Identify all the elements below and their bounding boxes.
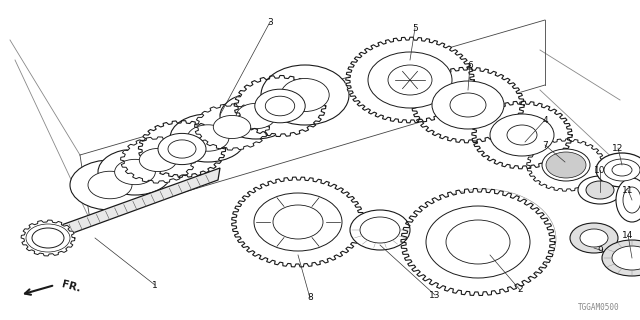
Ellipse shape [450, 93, 486, 117]
Text: 10: 10 [595, 165, 605, 174]
Text: 9: 9 [597, 245, 603, 254]
Ellipse shape [490, 114, 554, 156]
Ellipse shape [446, 220, 510, 264]
Text: 1: 1 [152, 281, 158, 290]
Ellipse shape [255, 89, 305, 123]
Ellipse shape [168, 140, 196, 158]
Ellipse shape [220, 93, 292, 139]
Ellipse shape [546, 152, 586, 178]
Polygon shape [21, 220, 75, 256]
Ellipse shape [98, 149, 172, 195]
Ellipse shape [507, 125, 537, 145]
Ellipse shape [236, 103, 276, 129]
Text: 4: 4 [542, 116, 548, 124]
Ellipse shape [388, 65, 432, 95]
Polygon shape [472, 101, 572, 169]
Ellipse shape [115, 159, 156, 185]
Ellipse shape [266, 96, 294, 116]
Ellipse shape [432, 81, 504, 129]
Text: 3: 3 [267, 18, 273, 27]
Text: 11: 11 [622, 186, 634, 195]
Ellipse shape [187, 125, 229, 151]
Ellipse shape [616, 178, 640, 222]
Ellipse shape [281, 78, 329, 111]
Ellipse shape [623, 187, 640, 213]
Ellipse shape [350, 210, 410, 250]
Ellipse shape [261, 65, 349, 125]
Ellipse shape [578, 176, 622, 204]
Ellipse shape [586, 181, 614, 199]
Polygon shape [40, 168, 220, 245]
Ellipse shape [170, 114, 246, 162]
Ellipse shape [612, 164, 632, 176]
Ellipse shape [273, 205, 323, 239]
Text: 8: 8 [307, 293, 313, 302]
Ellipse shape [580, 229, 608, 247]
Polygon shape [346, 37, 474, 123]
Ellipse shape [542, 149, 590, 181]
Ellipse shape [32, 228, 64, 248]
Ellipse shape [213, 116, 251, 139]
Polygon shape [195, 104, 269, 150]
Text: 5: 5 [412, 23, 418, 33]
Text: TGGAM0500: TGGAM0500 [579, 303, 620, 312]
Text: 6: 6 [467, 60, 473, 69]
Ellipse shape [612, 246, 640, 270]
Polygon shape [401, 188, 555, 295]
Text: 13: 13 [429, 291, 441, 300]
Ellipse shape [158, 133, 206, 164]
Ellipse shape [360, 217, 400, 243]
Ellipse shape [426, 206, 530, 278]
Text: 14: 14 [622, 230, 634, 239]
Ellipse shape [254, 193, 342, 251]
Ellipse shape [596, 153, 640, 187]
Text: FR.: FR. [60, 280, 81, 294]
Text: 2: 2 [517, 285, 523, 294]
Text: 7: 7 [542, 140, 548, 149]
Polygon shape [234, 76, 326, 137]
Text: 12: 12 [612, 143, 624, 153]
Ellipse shape [604, 159, 640, 181]
Polygon shape [232, 177, 364, 267]
Polygon shape [412, 67, 524, 143]
Ellipse shape [368, 52, 452, 108]
Ellipse shape [88, 171, 132, 199]
Ellipse shape [570, 223, 618, 253]
Polygon shape [120, 137, 195, 183]
Ellipse shape [140, 148, 177, 172]
Ellipse shape [70, 160, 150, 210]
Polygon shape [138, 121, 226, 177]
Ellipse shape [602, 240, 640, 276]
Polygon shape [527, 139, 605, 191]
